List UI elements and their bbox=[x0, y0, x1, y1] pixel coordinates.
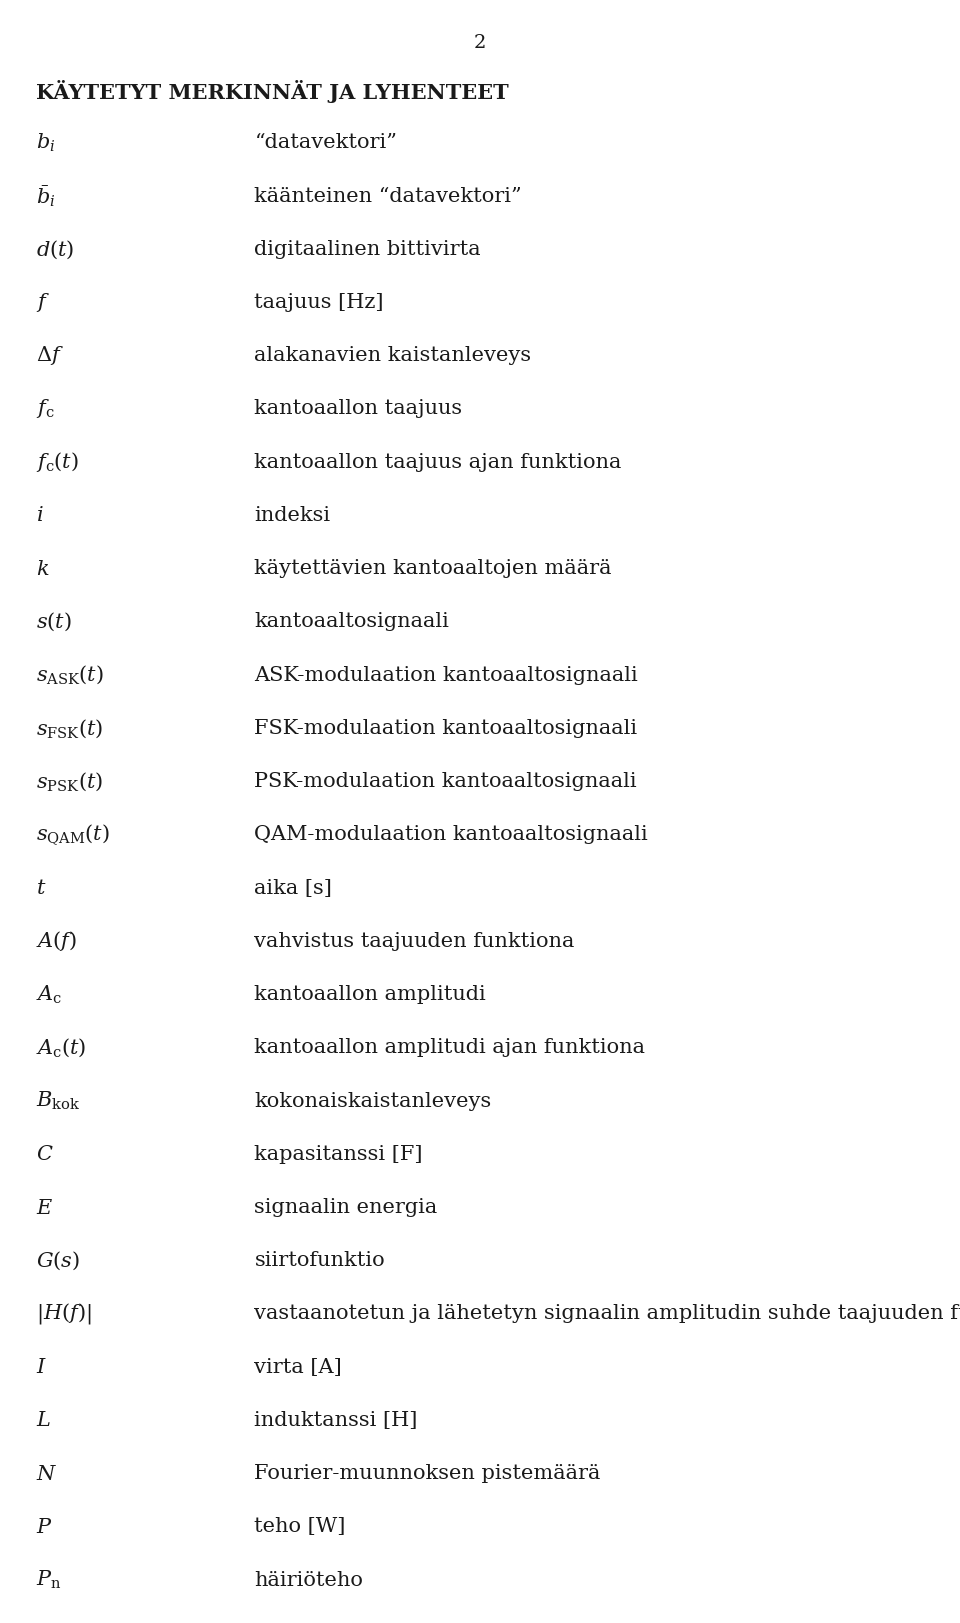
Text: FSK-modulaation kantoaaltosignaali: FSK-modulaation kantoaaltosignaali bbox=[254, 719, 637, 738]
Text: $G(s)$: $G(s)$ bbox=[36, 1250, 81, 1272]
Text: kantoaallon taajuus ajan funktiona: kantoaallon taajuus ajan funktiona bbox=[254, 453, 622, 472]
Text: kantoaallon amplitudi ajan funktiona: kantoaallon amplitudi ajan funktiona bbox=[254, 1039, 645, 1057]
Text: käänteinen “datavektori”: käänteinen “datavektori” bbox=[254, 187, 522, 206]
Text: $|H(f)|$: $|H(f)|$ bbox=[36, 1302, 92, 1326]
Text: vahvistus taajuuden funktiona: vahvistus taajuuden funktiona bbox=[254, 932, 575, 951]
Text: $\Delta f$: $\Delta f$ bbox=[36, 344, 64, 367]
Text: $A(f)$: $A(f)$ bbox=[36, 930, 78, 953]
Text: $C$: $C$ bbox=[36, 1144, 54, 1164]
Text: virta [A]: virta [A] bbox=[254, 1358, 342, 1376]
Text: digitaalinen bittivirta: digitaalinen bittivirta bbox=[254, 240, 481, 258]
Text: vastaanotetun ja lähetetyn signaalin amplitudin suhde taajuuden funktiona: vastaanotetun ja lähetetyn signaalin amp… bbox=[254, 1305, 960, 1323]
Text: $A_\mathrm{c}$: $A_\mathrm{c}$ bbox=[36, 984, 62, 1006]
Text: $N$: $N$ bbox=[36, 1464, 58, 1483]
Text: PSK-modulaation kantoaaltosignaali: PSK-modulaation kantoaaltosignaali bbox=[254, 773, 637, 790]
Text: $E$: $E$ bbox=[36, 1198, 54, 1217]
Text: $f$: $f$ bbox=[36, 291, 51, 313]
Text: aika [s]: aika [s] bbox=[254, 878, 332, 898]
Text: $s_\mathrm{ASK}(t)$: $s_\mathrm{ASK}(t)$ bbox=[36, 664, 105, 687]
Text: alakanavien kaistanleveys: alakanavien kaistanleveys bbox=[254, 346, 532, 365]
Text: $I$: $I$ bbox=[36, 1357, 47, 1378]
Text: ASK-modulaation kantoaaltosignaali: ASK-modulaation kantoaaltosignaali bbox=[254, 665, 638, 685]
Text: $d(t)$: $d(t)$ bbox=[36, 239, 75, 261]
Text: induktanssi [H]: induktanssi [H] bbox=[254, 1410, 418, 1430]
Text: kapasitanssi [F]: kapasitanssi [F] bbox=[254, 1144, 423, 1164]
Text: $s(t)$: $s(t)$ bbox=[36, 610, 72, 633]
Text: $k$: $k$ bbox=[36, 558, 50, 579]
Text: $s_\mathrm{QAM}(t)$: $s_\mathrm{QAM}(t)$ bbox=[36, 823, 110, 847]
Text: häiriöteho: häiriöteho bbox=[254, 1571, 363, 1589]
Text: kantoaallon taajuus: kantoaallon taajuus bbox=[254, 399, 463, 419]
Text: kokonaiskaistanleveys: kokonaiskaistanleveys bbox=[254, 1092, 492, 1110]
Text: $s_\mathrm{FSK}(t)$: $s_\mathrm{FSK}(t)$ bbox=[36, 717, 104, 740]
Text: siirtofunktio: siirtofunktio bbox=[254, 1251, 385, 1271]
Text: käytettävien kantoaaltojen määrä: käytettävien kantoaaltojen määrä bbox=[254, 560, 612, 578]
Text: $f_\mathrm{c}(t)$: $f_\mathrm{c}(t)$ bbox=[36, 450, 80, 474]
Text: kantoaallon amplitudi: kantoaallon amplitudi bbox=[254, 985, 486, 1005]
Text: 2: 2 bbox=[474, 34, 486, 52]
Text: $\bar{b}_i$: $\bar{b}_i$ bbox=[36, 183, 56, 209]
Text: “datavektori”: “datavektori” bbox=[254, 133, 397, 153]
Text: $b_i$: $b_i$ bbox=[36, 131, 56, 154]
Text: $f_\mathrm{c}$: $f_\mathrm{c}$ bbox=[36, 398, 55, 420]
Text: kantoaaltosignaali: kantoaaltosignaali bbox=[254, 612, 449, 631]
Text: $t$: $t$ bbox=[36, 878, 47, 898]
Text: $A_\mathrm{c}(t)$: $A_\mathrm{c}(t)$ bbox=[36, 1037, 87, 1060]
Text: $B_\mathrm{kok}$: $B_\mathrm{kok}$ bbox=[36, 1091, 81, 1112]
Text: $i$: $i$ bbox=[36, 505, 44, 526]
Text: $L$: $L$ bbox=[36, 1410, 52, 1430]
Text: teho [W]: teho [W] bbox=[254, 1518, 346, 1537]
Text: KÄYTETYT MERKINNÄT JA LYHENTEET: KÄYTETYT MERKINNÄT JA LYHENTEET bbox=[36, 80, 509, 102]
Text: indeksi: indeksi bbox=[254, 506, 330, 524]
Text: $P$: $P$ bbox=[36, 1518, 53, 1537]
Text: QAM-modulaation kantoaaltosignaali: QAM-modulaation kantoaaltosignaali bbox=[254, 826, 648, 844]
Text: $s_\mathrm{PSK}(t)$: $s_\mathrm{PSK}(t)$ bbox=[36, 771, 104, 794]
Text: $P_\mathrm{n}$: $P_\mathrm{n}$ bbox=[36, 1569, 61, 1591]
Text: signaalin energia: signaalin energia bbox=[254, 1198, 438, 1217]
Text: Fourier-muunnoksen pistemäärä: Fourier-muunnoksen pistemäärä bbox=[254, 1464, 601, 1483]
Text: taajuus [Hz]: taajuus [Hz] bbox=[254, 294, 384, 312]
